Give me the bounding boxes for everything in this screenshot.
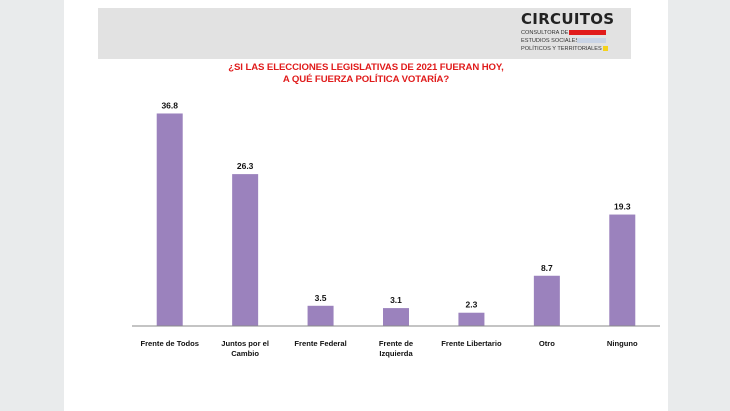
bar-value-label-1: 26.3 xyxy=(237,161,254,171)
bar-2 xyxy=(307,305,334,326)
chart-title-line-2: A QUÉ FUERZA POLÍTICA VOTARÍA? xyxy=(282,74,450,85)
logo-bar-yellow xyxy=(603,46,608,51)
bar-0 xyxy=(156,113,183,326)
chart-title: ¿SI LAS ELECCIONES LEGISLATIVAS DE 2021 … xyxy=(64,62,668,86)
logo-line-3: POLÍTICOS Y TERRITORIALES xyxy=(521,46,602,52)
logo-bar-blue xyxy=(577,38,606,43)
category-label-4: Frente Libertario xyxy=(441,339,502,348)
bars-group: 36.8 26.3 3.5 3.1 2.3 8.7 19.3 xyxy=(156,100,636,326)
category-label-6: Ninguno xyxy=(607,339,638,348)
logo-bar-red xyxy=(569,30,606,35)
category-label-0: Frente de Todos xyxy=(140,339,199,348)
bar-6 xyxy=(609,214,636,326)
logo-line-1: CONSULTORA DE xyxy=(521,30,569,36)
chart-title-line-1: ¿SI LAS ELECCIONES LEGISLATIVAS DE 2021 … xyxy=(228,62,504,73)
bar-value-label-0: 36.8 xyxy=(161,100,178,110)
bar-3 xyxy=(383,308,409,326)
bar-value-label-3: 3.1 xyxy=(390,295,402,305)
category-label-2: Frente Federal xyxy=(294,339,346,348)
category-label-1: Juntos por el Cambio xyxy=(221,339,269,358)
bar-1 xyxy=(232,174,259,326)
category-label-3: Frente de Izquierda xyxy=(379,339,414,358)
logo-line-2: ESTUDIOS SOCIALES, xyxy=(521,38,581,44)
bar-value-label-2: 3.5 xyxy=(315,293,327,303)
logo-title: CIRCUITOS xyxy=(521,10,615,28)
header-band: CIRCUITOS CONSULTORA DE ESTUDIOS SOCIALE… xyxy=(98,8,631,59)
category-label-5: Otro xyxy=(539,339,555,348)
bar-5 xyxy=(533,275,560,326)
bar-value-label-6: 19.3 xyxy=(614,202,631,212)
circuitos-logo: CIRCUITOS CONSULTORA DE ESTUDIOS SOCIALE… xyxy=(521,10,621,58)
bar-value-label-5: 8.7 xyxy=(541,263,553,273)
bar-4 xyxy=(458,312,485,326)
slide: CIRCUITOS CONSULTORA DE ESTUDIOS SOCIALE… xyxy=(64,0,668,411)
category-labels: Frente de Todos Juntos por el Cambio Frente… xyxy=(140,339,638,358)
bar-chart: 36.8 26.3 3.5 3.1 2.3 8.7 19.3 Frente de Todos… xyxy=(132,100,660,358)
bar-value-label-4: 2.3 xyxy=(466,300,478,310)
